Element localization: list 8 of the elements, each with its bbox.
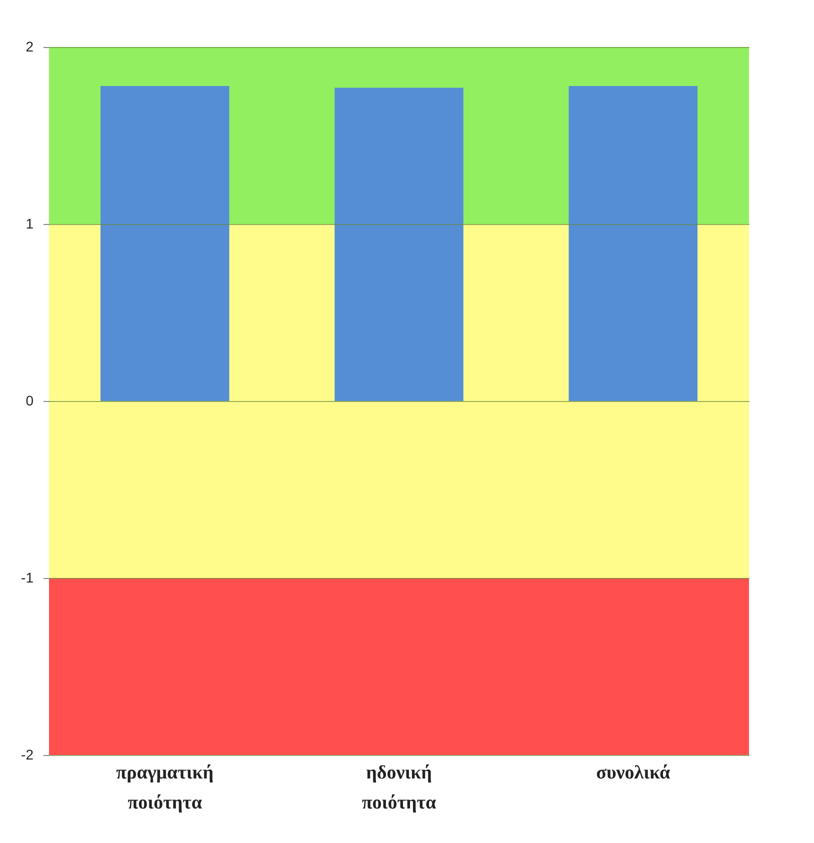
x-tick-label: πραγματική ποιότητα	[116, 762, 214, 814]
y-tick-label: 0	[26, 392, 34, 408]
y-tick-label: 1	[26, 216, 34, 232]
y-tick-label: -1	[21, 570, 34, 586]
y-tick-label: -2	[21, 746, 34, 762]
x-tick-label: ηδονική ποιότητα	[362, 762, 436, 814]
x-tick-label: συνολικά	[596, 762, 671, 784]
y-tick-label: 2	[26, 38, 34, 54]
